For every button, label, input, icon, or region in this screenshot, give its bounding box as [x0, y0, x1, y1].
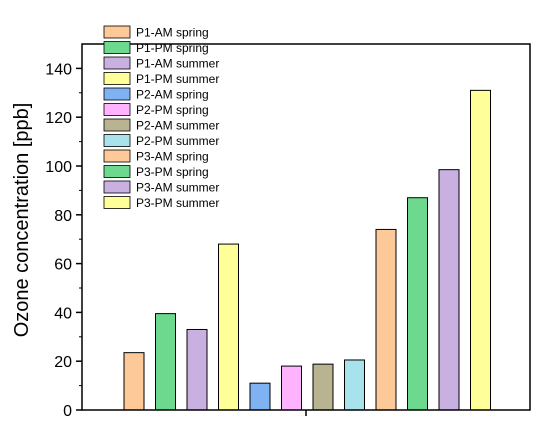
bar-p2-pm-spring	[281, 365, 302, 411]
bar-p3-am-summer	[438, 169, 460, 411]
bar-p1-am-spring	[123, 352, 145, 411]
y-tick-label: 80	[54, 208, 72, 225]
bar-p3-am-spring	[375, 228, 397, 411]
bar-p1-am-summer	[186, 328, 208, 411]
legend-label-p3-am-spring: P3-AM spring	[136, 150, 209, 164]
bar-p2-am-summer	[312, 363, 334, 411]
legend-swatch-p3-pm-summer	[103, 196, 131, 209]
y-tick-label: 20	[54, 354, 72, 371]
legend-swatch-p3-pm-spring	[103, 165, 131, 178]
y-axis-label: Ozone concentration [ppb]	[11, 103, 33, 338]
axes-layer: 0 20 40 60 80 100 120 140	[45, 43, 531, 420]
bar-p3-pm-summer	[470, 89, 491, 411]
bar-p3-pm-spring	[407, 197, 428, 411]
y-tick-label: 60	[54, 257, 72, 274]
legend-swatch-p2-am-summer	[103, 118, 131, 132]
legend-label-p1-pm-summer: P1-PM summer	[136, 72, 219, 86]
y-tick-label: 40	[54, 305, 72, 322]
legend-label-p3-pm-spring: P3-PM spring	[136, 165, 209, 179]
y-tick-label: 100	[45, 159, 72, 176]
bar-p1-pm-spring	[155, 313, 176, 411]
legend-swatch-p1-am-summer	[103, 56, 131, 70]
legend-swatch-p1-am-spring	[103, 25, 131, 39]
bar-p2-am-spring	[249, 382, 271, 411]
y-tick-label: 0	[63, 403, 72, 420]
legend-swatch-p2-pm-summer	[103, 134, 131, 147]
legend-label-p1-am-summer: P1-AM summer	[136, 57, 219, 71]
legend-label-p2-am-summer: P2-AM summer	[136, 119, 219, 133]
y-tick-label: 120	[45, 110, 72, 127]
legend-label-p3-am-summer: P3-AM summer	[136, 181, 219, 195]
bars-layer	[123, 89, 491, 411]
bar-p2-pm-summer	[344, 359, 365, 411]
legend-swatch-p1-pm-summer	[103, 72, 131, 85]
legend-swatch-p2-am-spring	[103, 87, 131, 101]
legend-label-p3-pm-summer: P3-PM summer	[136, 196, 219, 210]
legend-label-p2-pm-summer: P2-PM summer	[136, 134, 219, 148]
legend-swatch-p2-pm-spring	[103, 103, 131, 116]
legend-swatch-p3-am-spring	[103, 149, 131, 163]
bar-p1-pm-summer	[218, 243, 239, 411]
legend-label-p1-pm-spring: P1-PM spring	[136, 41, 209, 55]
y-tick-label: 140	[45, 61, 72, 78]
legend-swatch-p1-pm-spring	[103, 41, 131, 54]
legend-label-p1-am-spring: P1-AM spring	[136, 26, 209, 40]
legend-label-p2-pm-spring: P2-PM spring	[136, 103, 209, 117]
legend-swatch-p3-am-summer	[103, 180, 131, 194]
legend-label-p2-am-spring: P2-AM spring	[136, 88, 209, 102]
